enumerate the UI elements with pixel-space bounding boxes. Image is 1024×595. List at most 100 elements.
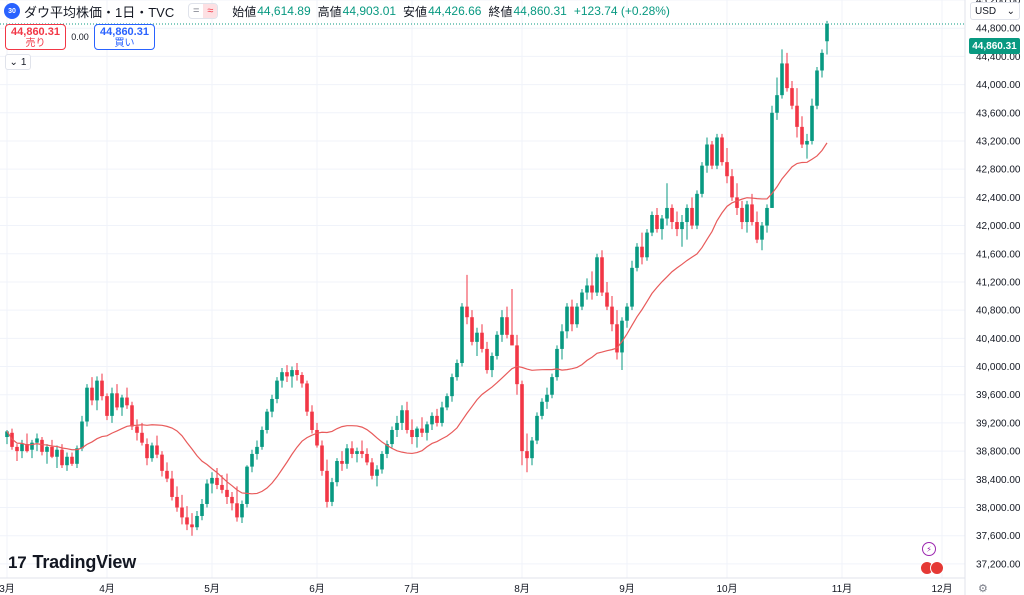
candle-body [270,398,274,412]
candle-body [505,317,509,335]
candle-body [160,454,164,471]
compare-toggle[interactable]: = ≈ [188,3,219,19]
close-value: 44,860.31 [513,4,567,18]
candle-body [825,23,829,42]
candle-body [770,112,774,208]
candle-body [750,204,754,223]
candle-body [715,137,719,166]
symbol-title[interactable]: ダウ平均株価・1日・TVC [24,4,175,20]
candle-body [275,380,279,399]
x-tick-label: 5月 [204,583,220,595]
currency-select[interactable]: USD ⌄ [970,2,1020,20]
candle-body [760,225,764,240]
lightning-icon[interactable]: ⚡ [922,542,936,556]
candle-body [125,397,129,406]
candle-body [590,285,594,293]
y-tick-label: 43,600.00 [976,108,1021,119]
candle-body [200,503,204,516]
candle-body [380,453,384,470]
candle-body [475,332,479,342]
candle-body [510,334,514,346]
candle-body [775,95,779,113]
candle-body [630,267,634,307]
approx-icon[interactable]: ≈ [203,4,218,18]
candle-body [335,460,339,483]
open-value: 44,614.89 [257,4,311,18]
x-tick-label: 6月 [309,583,325,595]
candle-body [415,428,419,438]
candle-body [615,324,619,353]
candle-body [145,444,149,459]
candle-body [5,431,9,438]
candle-body [105,396,109,416]
candle-body [235,503,239,518]
candle-body [680,222,684,230]
candle-body [385,444,389,454]
candle-body [115,393,119,408]
candle-body [195,515,199,528]
candle-body [185,517,189,525]
sell-button[interactable]: 44,860.31 売り [5,24,66,50]
candle-body [785,63,789,89]
candle-body [110,393,114,416]
y-tick-label: 43,200.00 [976,136,1021,147]
us-flag-icon[interactable] [930,561,944,575]
candle-body [215,477,219,485]
candle-body [455,363,459,378]
buy-button[interactable]: 44,860.31 買い [94,24,155,50]
candle-body [640,246,644,258]
candle-body [330,482,334,502]
symbol-logo-icon[interactable]: 30 [4,3,20,19]
candle-body [635,246,639,268]
candle-body [410,429,414,438]
candle-body [570,306,574,325]
candle-body [555,348,559,378]
candle-body [675,222,679,230]
candle-body [400,410,404,423]
candle-body [625,306,629,321]
candle-body [800,126,804,145]
x-tick-label: 4月 [99,583,115,595]
candle-body [360,451,364,454]
candle-body [165,470,169,479]
x-tick-label: 7月 [404,583,420,595]
high-value: 44,903.01 [342,4,397,18]
y-tick-label: 44,000.00 [976,80,1021,91]
candle-body [355,451,359,454]
candle-body [820,52,824,71]
buy-price: 44,860.31 [100,26,149,38]
candle-body [500,317,504,335]
equal-icon[interactable]: = [193,5,200,17]
indicator-collapse-button[interactable]: ⌄ 1 [5,54,31,70]
candle-body [130,405,134,427]
candle-body [150,445,154,459]
candle-body [420,428,424,433]
candle-body [730,176,734,198]
tradingview-logo[interactable]: 17 TradingView [8,552,136,573]
candle-body [170,478,174,497]
spread-value: 0.00 [71,32,89,42]
low-label: 安値 [403,4,428,19]
candle-body [50,446,54,457]
candle-body [210,477,214,484]
candle-body [290,370,294,377]
candle-body [230,496,234,504]
high-label: 高値 [317,4,342,19]
candle-body [345,448,349,464]
candle-body [20,444,24,452]
candle-body [610,306,614,325]
gear-icon[interactable]: ⚙ [978,583,988,595]
candle-body [810,105,814,141]
chart-legend: 30 ダウ平均株価・1日・TVC = ≈ 始値 44,614.89 高値 44,… [0,0,965,22]
candle-body [535,415,539,441]
y-tick-label: 44,400.00 [976,52,1021,63]
candle-body [60,449,64,466]
y-tick-label: 38,000.00 [976,503,1021,514]
candle-body [600,257,604,293]
candle-body [525,451,529,459]
candle-body [605,292,609,307]
candle-body [315,429,319,446]
candle-body [90,387,94,401]
candle-body [70,456,74,464]
